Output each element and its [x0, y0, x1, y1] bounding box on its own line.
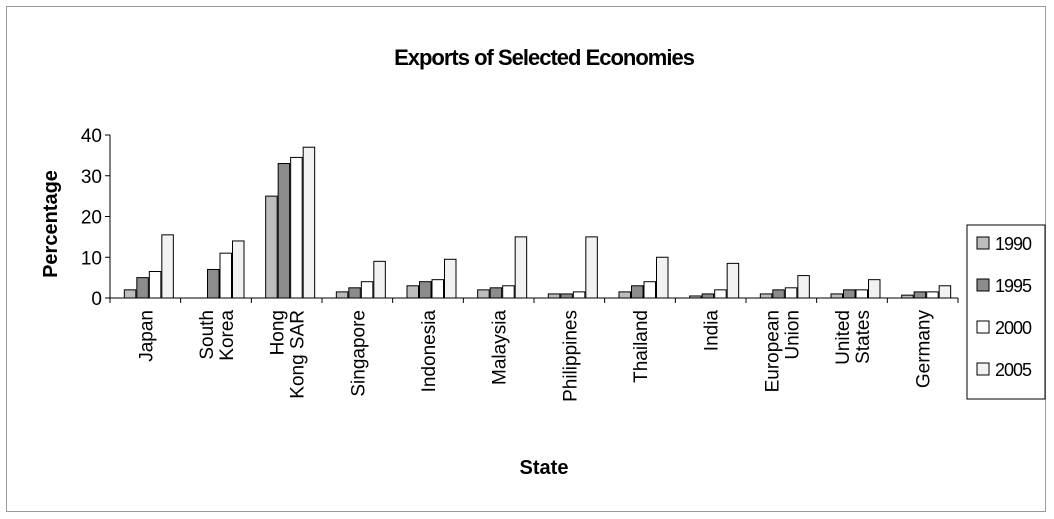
- bar: [643, 281, 656, 299]
- x-tick-label: India: [702, 310, 723, 352]
- bar: [585, 236, 598, 299]
- y-tick-label: 20: [81, 208, 102, 229]
- x-tick-label-line: Indonesia: [419, 310, 440, 393]
- bar: [207, 268, 220, 299]
- y-tick-label: 10: [81, 248, 102, 269]
- bar: [148, 271, 162, 299]
- y-axis-title: Percentage: [40, 170, 62, 278]
- x-tick-label: European Union: [762, 310, 803, 392]
- bar: [547, 293, 561, 299]
- bar: [477, 289, 490, 299]
- legend-label: 2005: [995, 360, 1032, 380]
- bar: [618, 291, 631, 299]
- x-tick-label: Japan: [136, 310, 157, 362]
- legend-label: 1990: [995, 234, 1032, 254]
- bar: [560, 293, 573, 299]
- bar: [714, 289, 727, 299]
- bar: [232, 240, 245, 299]
- y-tick-label: 40: [81, 126, 102, 147]
- x-tick-label-line: Singapore: [348, 310, 369, 397]
- bar: [689, 295, 702, 299]
- bar: [406, 285, 419, 299]
- bar: [784, 287, 798, 299]
- bar: [277, 163, 291, 299]
- x-tick-label: Singapore: [348, 310, 369, 397]
- bar: [360, 281, 374, 299]
- x-tick-label-line: Union: [782, 310, 803, 360]
- x-tick-label-line: India: [702, 310, 723, 352]
- bar: [219, 252, 232, 299]
- x-tick-label-line: South: [197, 310, 218, 360]
- x-axis-title: State: [520, 457, 569, 479]
- x-tick-label-line: Philippines: [560, 310, 581, 402]
- bar: [913, 291, 927, 299]
- bar: [901, 294, 914, 299]
- chart-frame: Exports of Selected Economies Percentage…: [6, 6, 1046, 512]
- legend-swatch: [976, 362, 990, 376]
- bar: [502, 285, 515, 299]
- bar: [726, 262, 740, 299]
- x-tick-label-line: States: [853, 310, 874, 364]
- y-tick-label: 30: [81, 167, 102, 188]
- legend-swatch: [976, 278, 990, 292]
- legend-swatch: [976, 320, 990, 334]
- bar: [868, 279, 881, 299]
- bar: [514, 236, 528, 299]
- x-tick-label: Malaysia: [490, 310, 511, 385]
- legend: 1990 1995 2000 2005: [966, 224, 1046, 400]
- bar: [489, 287, 503, 299]
- x-tick-label-line: Korea: [217, 310, 238, 361]
- bar: [855, 289, 868, 299]
- bar: [136, 277, 149, 299]
- bar: [431, 279, 444, 299]
- chart-title: Exports of Selected Economies: [394, 45, 695, 70]
- legend-swatch: [976, 236, 990, 250]
- bar: [290, 156, 303, 299]
- x-tick-label: South Korea: [197, 310, 238, 361]
- x-tick-label-line: Japan: [136, 310, 157, 362]
- bar: [335, 291, 349, 299]
- bar: [656, 256, 669, 299]
- bar: [348, 287, 361, 299]
- bar: [419, 281, 432, 299]
- x-tick-label: Philippines: [560, 310, 581, 402]
- bar: [302, 146, 316, 299]
- x-tick-label-line: Malaysia: [490, 310, 511, 385]
- bar: [830, 293, 843, 299]
- bar: [123, 289, 137, 299]
- x-tick-label-line: Germany: [914, 310, 935, 389]
- x-tick-label-line: Kong SAR: [288, 310, 309, 399]
- x-tick-label-line: United: [833, 310, 854, 365]
- x-tick-label: Thailand: [631, 310, 652, 383]
- bar: [265, 195, 278, 299]
- bar: [444, 258, 457, 299]
- bar: [161, 234, 174, 299]
- bar: [572, 291, 586, 299]
- x-tick-label: Germany: [914, 310, 935, 389]
- plot-area: 0 10 20 30 40 Japan South Korea Hong Kong SAR Sing…: [81, 126, 959, 402]
- x-tick-label: United States: [833, 310, 874, 365]
- x-tick-label: Indonesia: [419, 310, 440, 393]
- bar: [938, 285, 952, 299]
- bar: [759, 293, 773, 299]
- bar: [843, 289, 856, 299]
- legend-label: 1995: [995, 276, 1032, 296]
- legend-label: 2000: [995, 318, 1032, 338]
- y-tick-label: 0: [91, 289, 102, 310]
- bar: [797, 275, 810, 299]
- x-tick-label-line: Thailand: [631, 310, 652, 383]
- x-tick-label-line: European: [762, 310, 783, 392]
- x-tick-label: Hong Kong SAR: [268, 310, 309, 399]
- bar: [701, 293, 715, 299]
- bar: [373, 260, 386, 299]
- bar: [772, 289, 785, 299]
- x-tick-label-line: Hong: [268, 310, 289, 355]
- chart-svg: Exports of Selected Economies Percentage…: [40, 45, 1046, 479]
- bar: [926, 291, 939, 299]
- bar: [631, 285, 644, 299]
